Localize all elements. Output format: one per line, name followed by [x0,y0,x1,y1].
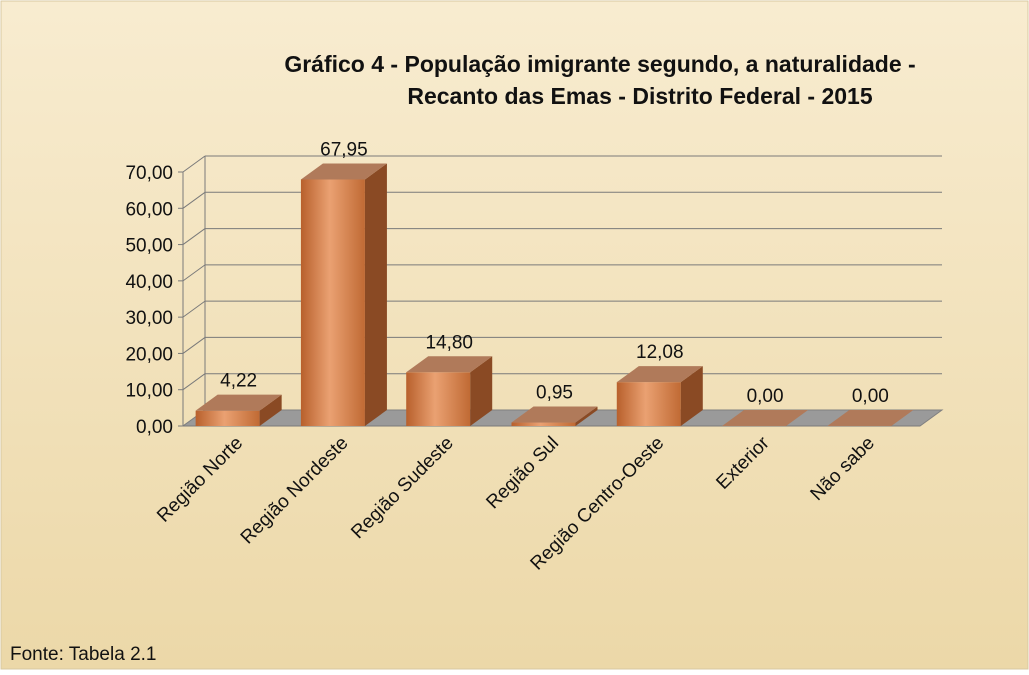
y-tick-label: 60,00 [125,199,173,220]
bar-top [511,406,598,423]
y-tick-label: 40,00 [125,272,173,293]
source: Fonte: Tabela 2.1 [10,644,156,665]
bar-front [616,382,681,426]
grid-line [182,300,206,318]
bar-side [680,366,703,426]
y-tick-label: 0,00 [136,417,173,438]
data-label: 0,00 [852,386,889,407]
bar-front [511,422,576,426]
y-tick-label: 50,00 [125,236,173,257]
grid-line [182,337,206,354]
bar-top [722,410,809,426]
chart-title: Gráfico 4 - População imigrante segundo,… [284,51,915,77]
grid-line [182,191,206,209]
chart-title: Recanto das Emas - Distrito Federal - 20… [407,83,872,109]
y-tick-label: 70,00 [125,163,173,184]
grid-line [182,155,206,173]
bar-side [470,356,493,426]
grid-line [182,264,206,282]
bar-front [195,410,260,426]
grid-line [182,228,206,245]
bar-top [827,410,914,426]
bar-top [195,394,282,411]
data-label: 67,95 [320,139,368,160]
bar-front [300,179,365,426]
data-label: 4,22 [220,371,257,392]
y-tick-label: 10,00 [125,381,173,402]
bar-side [575,406,598,426]
bar-front [406,372,471,426]
bar-side [364,163,387,426]
data-label: 12,08 [636,342,684,363]
data-label: 14,80 [425,332,473,353]
y-tick-label: 20,00 [125,344,173,365]
bar-top [300,163,387,180]
bar-top [616,366,703,383]
y-tick-label: 30,00 [125,308,173,329]
data-label: 0,95 [536,383,573,404]
data-label: 0,00 [747,386,784,407]
bar-top [406,356,493,373]
grid-line [182,373,206,391]
bar-side [259,394,282,426]
